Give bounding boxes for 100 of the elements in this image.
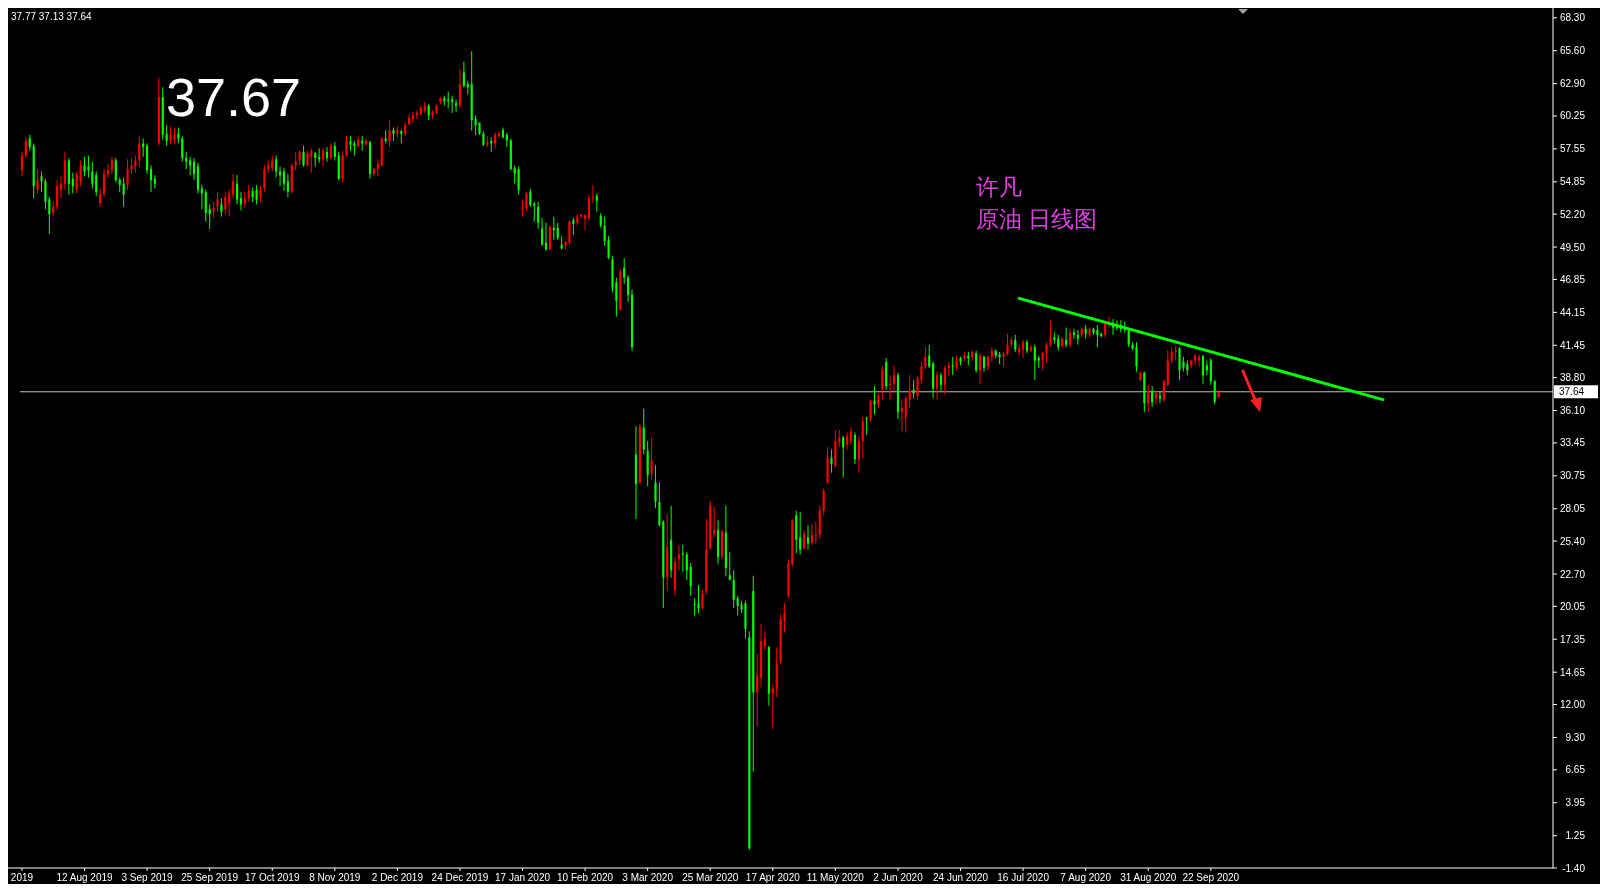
x-tick-label: 3 Sep 2019 [121, 872, 174, 883]
candlestick [830, 449, 833, 474]
candlestick [302, 145, 305, 168]
candlestick [650, 436, 653, 481]
x-tick-label: 22 Sep 2020 [1182, 872, 1240, 883]
candlestick [924, 346, 927, 370]
candlestick [939, 372, 943, 392]
y-tick-label: 28.05 [1559, 503, 1586, 515]
candlestick [67, 157, 70, 196]
candlestick [239, 191, 243, 211]
candlestick [169, 125, 172, 146]
y-tick-label: 46.85 [1559, 273, 1586, 285]
candlestick [333, 141, 336, 161]
candlestick [1127, 328, 1130, 348]
y-tick-label: -1.40 [1562, 862, 1586, 874]
candlestick [1198, 353, 1201, 368]
candlestick [685, 551, 688, 581]
x-tick-label: 25 Sep 2019 [181, 872, 239, 883]
y-tick-label: 65.60 [1559, 45, 1586, 57]
candlestick [584, 213, 587, 231]
y-tick-label: 52.20 [1559, 208, 1586, 220]
candlestick [822, 488, 825, 516]
x-tick-label: 16 Jul 2020 [997, 872, 1050, 883]
y-tick-label: 68.30 [1559, 12, 1586, 24]
candlestick [224, 191, 227, 215]
candlestick [181, 135, 184, 163]
annotation: 原油 日线图 [976, 206, 1098, 232]
candlestick [325, 146, 329, 163]
candlestick [474, 114, 477, 136]
x-tick-label: 11 May 2020 [806, 872, 865, 883]
candlestick [451, 95, 454, 114]
y-tick-label: 54.85 [1559, 176, 1586, 188]
y-tick-label: 38.80 [1559, 372, 1586, 384]
candlestick [951, 356, 954, 376]
candlestick [83, 156, 86, 177]
candlestick [220, 197, 223, 218]
candlestick [928, 344, 931, 369]
x-tick-label: 17 Oct 2019 [245, 872, 300, 883]
y-tick-label: 17.35 [1559, 633, 1586, 645]
candlestick [697, 584, 700, 614]
candlestick [677, 544, 681, 571]
x-tick-label: 25 Mar 2020 [682, 872, 739, 883]
candlestick [263, 164, 266, 193]
y-tick-label: 44.15 [1559, 306, 1586, 318]
x-tick-label: 3 Mar 2020 [622, 872, 674, 883]
x-tick-label: 17 Jan 2020 [495, 872, 551, 883]
candlestick [1065, 327, 1068, 348]
candlestick [20, 151, 24, 177]
candlestick [873, 385, 876, 415]
x-tick-label: 2 Dec 2019 [371, 872, 424, 883]
candlestick [286, 173, 289, 198]
candlestick [1049, 319, 1052, 348]
candlestick [337, 151, 340, 181]
x-tick-label: 17 Apr 2020 [745, 872, 801, 883]
candlestick [513, 164, 516, 185]
candlestick [728, 551, 731, 581]
x-tick-label: 10 Feb 2020 [557, 872, 614, 883]
candlestick [1135, 341, 1138, 373]
candlestick [548, 224, 551, 251]
candlestick [701, 589, 704, 610]
candlestick [149, 164, 153, 193]
candlestick [103, 168, 106, 198]
candlestick [59, 175, 63, 199]
candlestick [881, 366, 884, 401]
candlestick [75, 170, 78, 194]
candlestick [142, 138, 145, 158]
annotation: 许凡 [976, 174, 1022, 200]
candlestick [525, 191, 528, 211]
candlestick [537, 201, 540, 230]
candlestick [275, 155, 278, 179]
y-tick-label: 22.70 [1559, 568, 1586, 580]
candlestick [196, 162, 200, 194]
candlestick [806, 524, 810, 551]
candlestick [568, 219, 571, 246]
candlestick [756, 654, 759, 727]
candlestick [48, 196, 51, 235]
annotation: 37.77 37.13 37.64 [11, 11, 93, 22]
candlestick [544, 222, 548, 252]
y-tick-label: 62.90 [1559, 78, 1586, 90]
candlestick [908, 374, 911, 409]
candlestick [658, 482, 661, 527]
candlestick [192, 157, 196, 181]
candlestick [232, 173, 235, 199]
candlestick [282, 167, 286, 192]
candlestick [842, 435, 845, 479]
candlestick [114, 157, 117, 183]
candlestick [595, 192, 598, 213]
y-tick-label: 60.25 [1559, 110, 1586, 122]
ref-line-label: 37.64 [1559, 386, 1585, 398]
candlestick [1162, 379, 1165, 403]
candlestick [533, 201, 536, 222]
candlestick [900, 399, 903, 432]
y-tick-label: 1.25 [1565, 830, 1586, 842]
x-tick-label: 24 Jun 2020 [933, 872, 989, 883]
x-tick-label: 24 Dec 2019 [431, 872, 489, 883]
candlestick [153, 174, 156, 190]
candlestick [1045, 341, 1048, 364]
y-tick-label: 41.45 [1559, 339, 1586, 351]
candlestick [204, 189, 207, 222]
candlestick [79, 159, 82, 187]
